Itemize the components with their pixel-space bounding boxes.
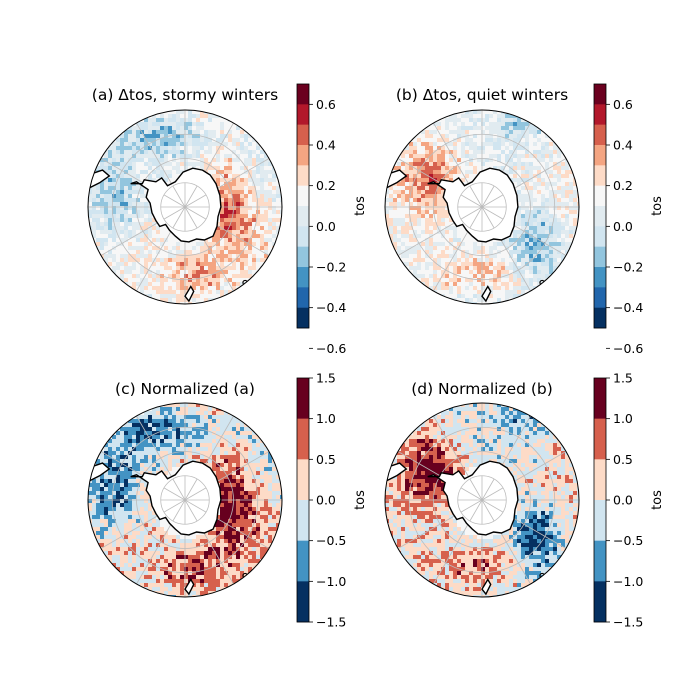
colorbar-segment <box>594 418 606 460</box>
colorbar-tick-label: −0.4 <box>316 300 346 315</box>
colorbar-segment <box>594 500 606 541</box>
new-zealand-coastline <box>481 285 492 303</box>
colorbar-tick-label: −0.2 <box>613 260 643 275</box>
panel-b: (b) Δtos, quiet winters 0.6 0.4 0.2 0.0 −0.2 −… <box>384 83 665 356</box>
map-boundary <box>384 402 580 598</box>
panel-title: (d) Normalized (b) <box>411 380 553 398</box>
colorbar-tick-label: 0.0 <box>316 219 336 234</box>
colorbar-segment <box>594 459 606 501</box>
colorbar-segment <box>297 540 309 582</box>
colorbar-label: tos <box>650 196 665 216</box>
panel-title: (a) Δtos, stormy winters <box>92 86 278 104</box>
colorbar-segment <box>594 307 606 329</box>
colorbar-tick-label: 0.6 <box>316 97 336 112</box>
colorbar-segment <box>297 145 309 166</box>
panel-title: (b) Δtos, quiet winters <box>396 86 568 104</box>
colorbar-segment <box>297 378 309 419</box>
colorbar-label: tos <box>353 490 368 510</box>
colorbar-segment <box>594 267 606 288</box>
colorbar-tick-label: −1.0 <box>613 574 643 589</box>
colorbar-tick-label: −1.5 <box>613 615 643 630</box>
colorbar-segment <box>297 307 309 329</box>
colorbar-tick-label: −0.2 <box>316 260 346 275</box>
map-boundary <box>87 402 283 598</box>
colorbar: 0.6 0.4 0.2 0.0 −0.2 −0.4 −0.6 tos <box>593 83 665 356</box>
colorbar-tick-label: 0.2 <box>613 178 633 193</box>
colorbar-segment <box>297 287 309 308</box>
colorbar-segment <box>594 165 606 186</box>
panel-c: (c) Normalized (a) 1.5 1.0 0.5 0.0 −0.5 −1.0 −1… <box>87 371 368 630</box>
colorbar-segment <box>594 145 606 166</box>
panel-d: (d) Normalized (b) 1.5 1.0 0.5 0.0 −0.5 −1.0 −1… <box>384 371 665 630</box>
colorbar-tick-label: 0.5 <box>613 452 633 467</box>
colorbar-tick-label: 0.5 <box>316 452 336 467</box>
colorbar-tick-label: −0.5 <box>613 533 643 548</box>
colorbar-tick-label: −1.0 <box>316 574 346 589</box>
panel-title: (c) Normalized (a) <box>115 380 255 398</box>
colorbar-label: tos <box>353 196 368 216</box>
colorbar-segment <box>297 185 309 207</box>
colorbar-segment <box>594 226 606 247</box>
colorbar-tick-label: −0.4 <box>613 300 643 315</box>
colorbar-segment <box>297 165 309 186</box>
colorbar-tick-label: 0.2 <box>316 178 336 193</box>
colorbar-segment <box>297 267 309 288</box>
colorbar-segment <box>297 206 309 227</box>
panel-a: (a) Δtos, stormy winters 0.6 0.4 0.2 0.0 −0.2… <box>87 83 368 356</box>
colorbar-tick-label: 0.0 <box>316 493 336 508</box>
new-zealand-coastline <box>184 578 195 596</box>
colorbar-tick-label: 0.4 <box>316 138 336 153</box>
colorbar-segment <box>594 378 606 419</box>
colorbar-segment <box>594 540 606 582</box>
colorbar-segment <box>594 185 606 207</box>
map-field <box>88 403 282 597</box>
colorbar-segment <box>297 418 309 460</box>
colorbar-segment <box>594 124 606 146</box>
colorbar-tick-label: 1.0 <box>613 411 633 426</box>
colorbar-tick-label: −0.6 <box>316 341 346 356</box>
new-zealand-coastline <box>481 578 492 596</box>
colorbar-segment <box>297 124 309 146</box>
colorbar-segment <box>297 500 309 541</box>
colorbar-tick-label: 0.0 <box>613 493 633 508</box>
colorbar-segment <box>297 226 309 247</box>
colorbar-segment <box>297 104 309 125</box>
colorbar-segment <box>594 84 606 105</box>
colorbar-segment <box>594 246 606 268</box>
colorbar-segment <box>297 581 309 623</box>
colorbar: 1.5 1.0 0.5 0.0 −0.5 −1.0 −1.5 tos <box>593 371 665 630</box>
map-field <box>385 110 579 304</box>
new-zealand-coastline <box>184 285 195 303</box>
colorbar: 1.5 1.0 0.5 0.0 −0.5 −1.0 −1.5 tos <box>296 371 368 630</box>
colorbar: 0.6 0.4 0.2 0.0 −0.2 −0.4 −0.6 tos <box>296 83 368 356</box>
colorbar-tick-label: −0.6 <box>613 341 643 356</box>
map-boundary <box>87 109 283 305</box>
colorbar-tick-label: 1.5 <box>316 371 336 386</box>
colorbar-tick-label: 0.0 <box>613 219 633 234</box>
colorbar-tick-label: −1.5 <box>316 615 346 630</box>
map-field <box>385 403 579 597</box>
map-field <box>88 110 282 304</box>
map-boundary <box>384 109 580 305</box>
colorbar-tick-label: 1.0 <box>316 411 336 426</box>
colorbar-segment <box>594 287 606 308</box>
colorbar-tick-label: 0.4 <box>613 138 633 153</box>
colorbar-segment <box>594 581 606 623</box>
colorbar-segment <box>594 206 606 227</box>
colorbar-segment <box>594 104 606 125</box>
colorbar-label: tos <box>650 490 665 510</box>
colorbar-segment <box>297 84 309 105</box>
colorbar-tick-label: 0.6 <box>613 97 633 112</box>
colorbar-segment <box>297 459 309 501</box>
colorbar-tick-label: 1.5 <box>613 371 633 386</box>
colorbar-tick-label: −0.5 <box>316 533 346 548</box>
colorbar-segment <box>297 246 309 268</box>
